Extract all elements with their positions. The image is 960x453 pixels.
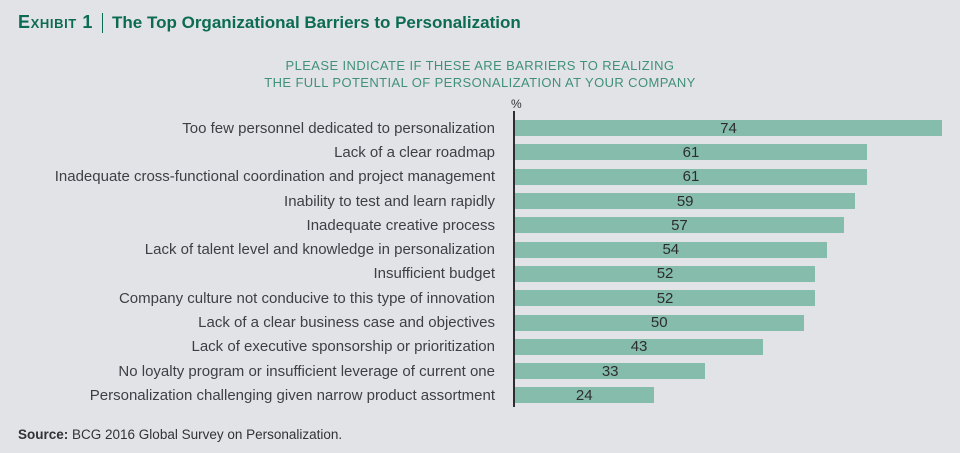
bar-chart: Too few personnel dedicated to personali… — [0, 116, 960, 408]
bar: 74 — [515, 119, 942, 137]
bar: 52 — [515, 289, 816, 307]
category-label: Inadequate creative process — [306, 216, 495, 234]
bar: 61 — [515, 168, 867, 186]
bar-area: 52 — [505, 265, 960, 283]
value-label: 61 — [682, 168, 700, 186]
category-label: Lack of executive sponsorship or priorit… — [191, 338, 496, 356]
value-label: 43 — [630, 338, 648, 356]
exhibit-label: Exhibit 1 — [18, 12, 94, 32]
chart-subtitle-line-1: PLEASE INDICATE IF THESE ARE BARRIERS TO… — [285, 58, 675, 73]
value-label: 52 — [656, 289, 674, 307]
bar-row: Personalization challenging given narrow… — [0, 383, 960, 407]
bar-row: Lack of executive sponsorship or priorit… — [0, 335, 960, 359]
category-label: Company culture not conducive to this ty… — [118, 289, 495, 307]
bar-row: Lack of a clear business case and object… — [0, 310, 960, 334]
bar-area: 57 — [505, 216, 960, 234]
bar-row: Company culture not conducive to this ty… — [0, 286, 960, 310]
bar-row: Insufficient budget 52 — [0, 262, 960, 286]
title-divider — [102, 12, 104, 33]
bar-row: No loyalty program or insufficient lever… — [0, 359, 960, 383]
value-label: 52 — [656, 265, 674, 283]
y-axis-line — [513, 111, 515, 407]
bar-area: 54 — [505, 241, 960, 259]
bar-row: Inadequate cross-functional coordination… — [0, 165, 960, 189]
category-label: Lack of talent level and knowledge in pe… — [144, 241, 495, 259]
bar-area: 61 — [505, 143, 960, 161]
bar: 54 — [515, 241, 827, 259]
source-text: BCG 2016 Global Survey on Personalizatio… — [68, 427, 343, 442]
bar-area: 59 — [505, 192, 960, 210]
bar-row: Lack of a clear roadmap 61 — [0, 140, 960, 164]
value-label: 59 — [676, 192, 694, 210]
bar-area: 33 — [505, 362, 960, 380]
category-label: Too few personnel dedicated to personali… — [182, 119, 495, 137]
value-label: 54 — [662, 241, 680, 259]
bar-row: Inadequate creative process 57 — [0, 213, 960, 237]
category-label: Personalization challenging given narrow… — [89, 386, 495, 404]
bar-area: 74 — [505, 119, 960, 137]
category-label: Insufficient budget — [373, 265, 495, 283]
category-label: Inadequate cross-functional coordination… — [54, 168, 495, 186]
bar-area: 50 — [505, 314, 960, 332]
exhibit-header: Exhibit 1 The Top Organizational Barrier… — [18, 12, 521, 33]
source-note: Source: BCG 2016 Global Survey on Person… — [18, 427, 342, 442]
exhibit-title: The Top Organizational Barriers to Perso… — [112, 12, 521, 32]
value-label: 24 — [575, 386, 593, 404]
bar: 52 — [515, 265, 816, 283]
bar-area: 43 — [505, 338, 960, 356]
bar: 43 — [515, 338, 764, 356]
bar-row: Too few personnel dedicated to personali… — [0, 116, 960, 140]
value-label: 57 — [671, 216, 688, 234]
category-label: No loyalty program or insufficient lever… — [118, 362, 495, 380]
bar: 57 — [515, 216, 844, 234]
value-label: 50 — [650, 314, 668, 332]
source-label: Source: — [18, 427, 69, 442]
bar: 61 — [515, 143, 867, 161]
bar: 33 — [515, 362, 706, 380]
bar-area: 61 — [505, 168, 960, 186]
bar-row: Inability to test and learn rapidly 59 — [0, 189, 960, 213]
bar-row: Lack of talent level and knowledge in pe… — [0, 237, 960, 261]
bar: 59 — [515, 192, 856, 210]
chart-subtitle-line-2: THE FULL POTENTIAL OF PERSONALIZATION AT… — [264, 75, 696, 90]
bar-area: 52 — [505, 289, 960, 307]
chart-subtitle: PLEASE INDICATE IF THESE ARE BARRIERS TO… — [0, 57, 960, 91]
bar-area: 24 — [505, 386, 960, 404]
bar: 24 — [515, 386, 654, 404]
category-label: Inability to test and learn rapidly — [284, 192, 495, 210]
value-label: 74 — [720, 119, 737, 137]
value-label: 33 — [601, 362, 619, 380]
category-label: Lack of a clear business case and object… — [198, 314, 495, 332]
category-label: Lack of a clear roadmap — [334, 143, 495, 161]
bar: 50 — [515, 314, 804, 332]
value-label: 61 — [682, 143, 700, 161]
percent-unit-label: % — [511, 97, 522, 111]
